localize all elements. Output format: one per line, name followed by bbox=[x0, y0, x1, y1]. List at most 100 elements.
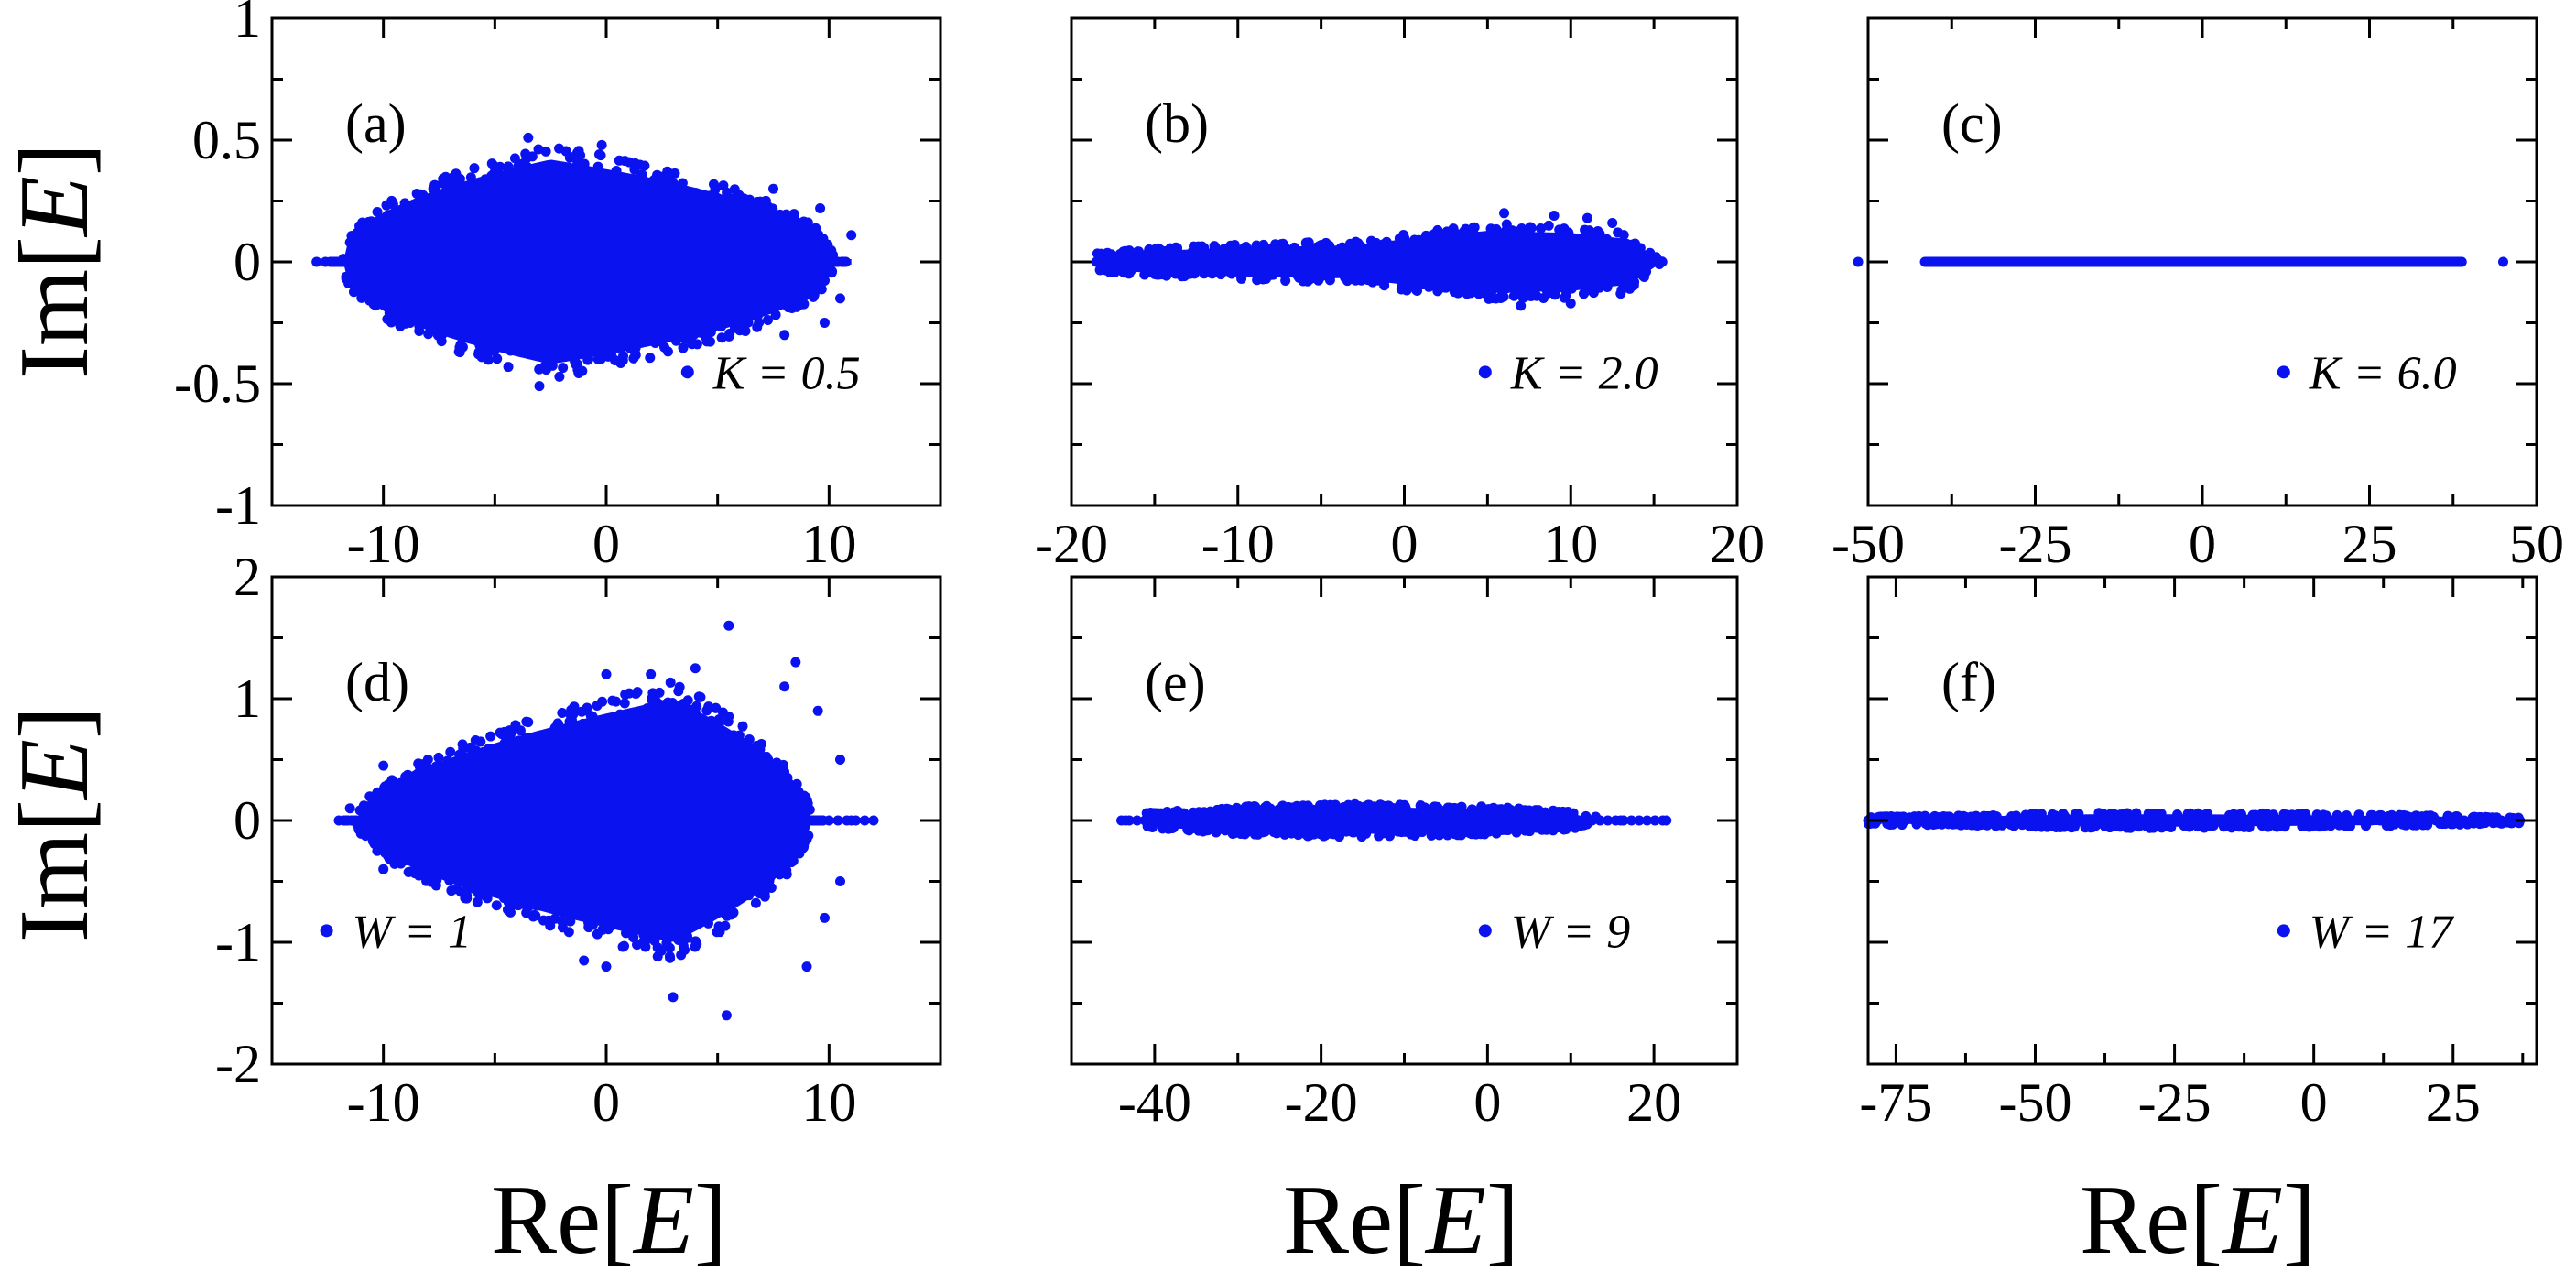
point bbox=[553, 720, 564, 731]
point bbox=[351, 815, 362, 826]
point bbox=[372, 787, 383, 798]
point bbox=[652, 169, 663, 180]
point bbox=[1560, 256, 1571, 267]
point bbox=[1657, 256, 1668, 267]
point bbox=[791, 778, 802, 789]
point bbox=[347, 256, 358, 267]
point bbox=[748, 309, 759, 320]
point bbox=[558, 363, 569, 374]
point bbox=[2039, 815, 2050, 826]
point bbox=[1616, 256, 1627, 267]
panel-b: -20 -10 0 10 20 (b) K = 2.0 bbox=[1035, 16, 1765, 574]
point bbox=[523, 717, 534, 728]
point bbox=[565, 916, 576, 927]
point bbox=[663, 815, 674, 826]
point bbox=[646, 668, 657, 679]
point bbox=[725, 815, 736, 826]
point bbox=[1487, 285, 1498, 296]
panel-a: -10 0 10 -1 -0.5 0 0.5 1 (a) K = 0.5 bbox=[174, 0, 942, 574]
point bbox=[521, 907, 532, 918]
point bbox=[427, 256, 438, 267]
point bbox=[1396, 284, 1407, 295]
point bbox=[1645, 247, 1656, 258]
legend-marker bbox=[2277, 924, 2290, 938]
point bbox=[1347, 827, 1358, 838]
point bbox=[1495, 292, 1506, 303]
point bbox=[826, 245, 837, 256]
point bbox=[1544, 256, 1555, 267]
point bbox=[1320, 815, 1331, 826]
point bbox=[1965, 815, 1976, 826]
point bbox=[1571, 815, 1581, 826]
point bbox=[626, 912, 637, 923]
point bbox=[1432, 224, 1443, 235]
point bbox=[723, 716, 734, 727]
x-tick-label: 10 bbox=[801, 514, 856, 574]
point bbox=[1338, 801, 1349, 812]
x-tick-label: -75 bbox=[1859, 1072, 1932, 1133]
point bbox=[2430, 815, 2441, 826]
point bbox=[1242, 815, 1253, 826]
point bbox=[494, 815, 505, 826]
point bbox=[694, 256, 705, 267]
point bbox=[618, 815, 629, 826]
point bbox=[790, 657, 801, 668]
point bbox=[479, 878, 490, 889]
point bbox=[1626, 239, 1637, 250]
point bbox=[1210, 242, 1221, 253]
point bbox=[482, 893, 493, 904]
point bbox=[755, 206, 766, 217]
x-tick-label: 10 bbox=[801, 1072, 856, 1133]
point bbox=[708, 317, 719, 328]
point bbox=[399, 198, 410, 209]
point bbox=[784, 256, 795, 267]
point bbox=[658, 921, 668, 932]
x-tick-label: -50 bbox=[1831, 514, 1905, 574]
point bbox=[440, 179, 451, 190]
point bbox=[455, 331, 466, 342]
xlabel-middle: Re[E] bbox=[1283, 1166, 1519, 1271]
point bbox=[761, 815, 772, 826]
point bbox=[414, 815, 425, 826]
point bbox=[473, 349, 484, 360]
point bbox=[460, 753, 471, 764]
point bbox=[1502, 802, 1513, 813]
point bbox=[369, 815, 380, 826]
point bbox=[667, 697, 678, 708]
point bbox=[705, 327, 716, 338]
point bbox=[1430, 256, 1441, 267]
point bbox=[503, 166, 514, 177]
point bbox=[483, 744, 494, 755]
point bbox=[792, 256, 803, 267]
point bbox=[1380, 803, 1391, 814]
point bbox=[573, 146, 584, 157]
x-tick-label: -40 bbox=[1118, 1072, 1191, 1133]
point bbox=[744, 733, 755, 744]
point bbox=[815, 202, 826, 213]
point bbox=[582, 907, 593, 918]
point bbox=[1241, 241, 1252, 252]
point bbox=[714, 194, 725, 205]
point bbox=[421, 875, 432, 886]
point bbox=[1409, 234, 1420, 245]
point bbox=[523, 132, 534, 143]
point bbox=[614, 256, 625, 267]
point bbox=[583, 922, 594, 933]
legend-text-d: W = 1 bbox=[353, 906, 472, 958]
legend-text-e: W = 9 bbox=[1511, 906, 1630, 958]
point bbox=[768, 183, 778, 194]
point bbox=[1468, 223, 1479, 234]
point bbox=[2226, 815, 2237, 826]
point bbox=[555, 733, 566, 744]
point bbox=[1147, 256, 1158, 267]
point bbox=[740, 308, 751, 319]
point bbox=[1429, 826, 1440, 837]
point bbox=[1253, 274, 1264, 285]
point bbox=[1578, 288, 1589, 299]
point bbox=[617, 941, 628, 952]
point bbox=[436, 336, 447, 347]
y-tick-label: -1 bbox=[215, 475, 261, 536]
point bbox=[563, 927, 574, 938]
point bbox=[2319, 815, 2330, 826]
point bbox=[1951, 815, 1962, 826]
